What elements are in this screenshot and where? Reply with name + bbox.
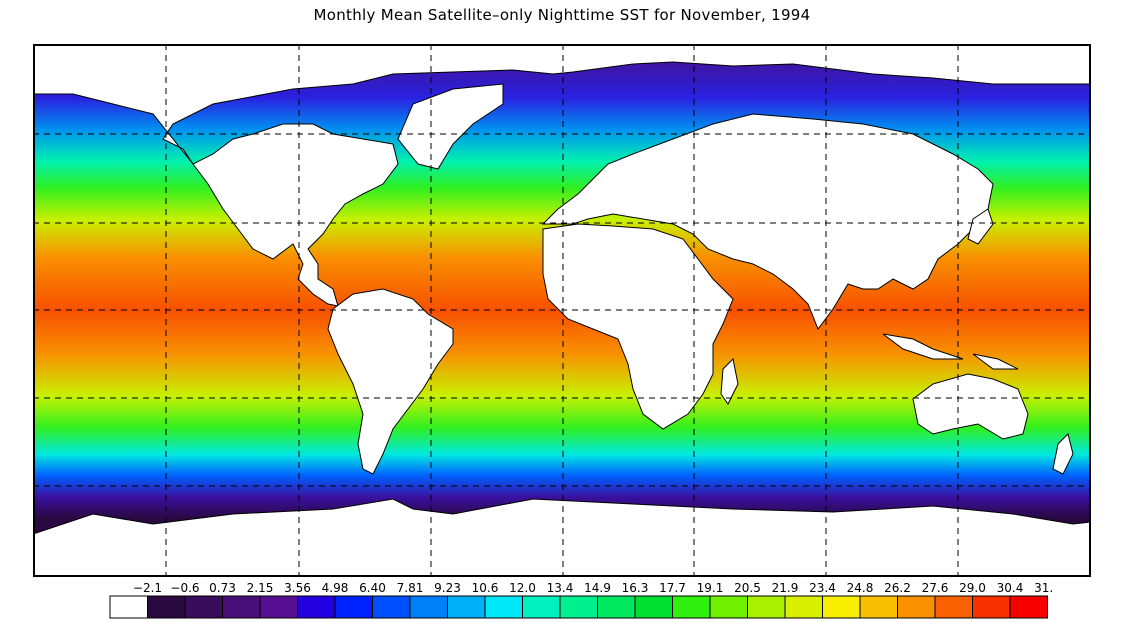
colorbar-swatch: [484, 595, 523, 619]
new-guinea: [972, 353, 1019, 370]
colorbar-tick-label: 20.5: [734, 581, 761, 595]
colorbar-swatch: [334, 595, 373, 619]
colorbar-tick-label: 12.0: [509, 581, 536, 595]
colorbar-swatch: [184, 595, 223, 619]
colorbar-tick-label: 30.4: [997, 581, 1024, 595]
colorbar-tick-label: 4.98: [322, 581, 349, 595]
colorbar-swatch: [784, 595, 823, 619]
colorbar-swatch: [934, 595, 973, 619]
colorbar-tick-label: 16.3: [622, 581, 649, 595]
map-title: Monthly Mean Satellite–only Nighttime SS…: [313, 6, 811, 24]
colorbar-swatch: [747, 595, 786, 619]
colorbar-swatch: [522, 595, 561, 619]
colorbar-swatch: [559, 595, 598, 619]
colorbar-tick-label: 23.4: [809, 581, 836, 595]
colorbar-tick-label: 27.6: [922, 581, 949, 595]
colorbar-swatch: [709, 595, 748, 619]
eurasia: [541, 113, 994, 331]
colorbar-swatch: [222, 595, 261, 619]
south-america: [327, 288, 454, 475]
colorbar-swatch: [597, 595, 636, 619]
colorbar-swatch: [672, 595, 711, 619]
colorbar-swatch: [147, 595, 186, 619]
colorbar-tick-label: 3.56: [284, 581, 311, 595]
colorbar-tick-label: 2.15: [247, 581, 274, 595]
north-america-landmass: [33, 44, 1091, 165]
colorbar-swatch: [109, 595, 148, 619]
madagascar: [720, 357, 739, 405]
colorbar-swatch: [297, 595, 336, 619]
colorbar-tick-label: 29.0: [959, 581, 986, 595]
colorbar-tick-label: 14.9: [584, 581, 611, 595]
australia: [912, 373, 1029, 440]
colorbar-swatch: [409, 595, 448, 619]
colorbar-swatch: [447, 595, 486, 619]
colorbar-tick-label: 19.1: [697, 581, 724, 595]
colorbar-tick-label: 24.8: [847, 581, 874, 595]
sst-map: [33, 44, 1091, 577]
africa: [542, 223, 734, 430]
colorbar-tick-label: 10.6: [472, 581, 499, 595]
map-frame: [33, 44, 1091, 577]
new-zealand: [1052, 433, 1074, 475]
colorbar-tick-label: 6.40: [359, 581, 386, 595]
colorbar-swatch: [259, 595, 298, 619]
greenland: [397, 83, 504, 170]
colorbar-tick-label: 21.9: [772, 581, 799, 595]
japan: [967, 208, 994, 245]
colorbar-swatch: [1009, 595, 1048, 619]
north-america: [192, 123, 399, 307]
colorbar-tick-label: −0.6: [170, 581, 199, 595]
indonesia: [882, 333, 964, 360]
colorbar-tick-label: 17.7: [659, 581, 686, 595]
colorbar-tick-label: 0.73: [209, 581, 236, 595]
colorbar-tick-label: 7.81: [397, 581, 424, 595]
colorbar: −2.1 −0.6 0.73 2.15 3.56 4.98 6.40 7.81 9.23 10.6…: [109, 581, 1052, 619]
colorbar-swatch: [822, 595, 861, 619]
colorbar-swatch: [372, 595, 411, 619]
colorbar-tick-label: 31.9: [1034, 581, 1052, 595]
colorbar-swatch: [859, 595, 898, 619]
colorbar-tick-label: 13.4: [547, 581, 574, 595]
colorbar-swatch: [972, 595, 1011, 619]
colorbar-tick-label: 9.23: [434, 581, 461, 595]
colorbar-swatch: [897, 595, 936, 619]
colorbar-swatch: [634, 595, 673, 619]
colorbar-tick-label: 26.2: [884, 581, 911, 595]
colorbar-tick-label: −2.1: [133, 581, 162, 595]
